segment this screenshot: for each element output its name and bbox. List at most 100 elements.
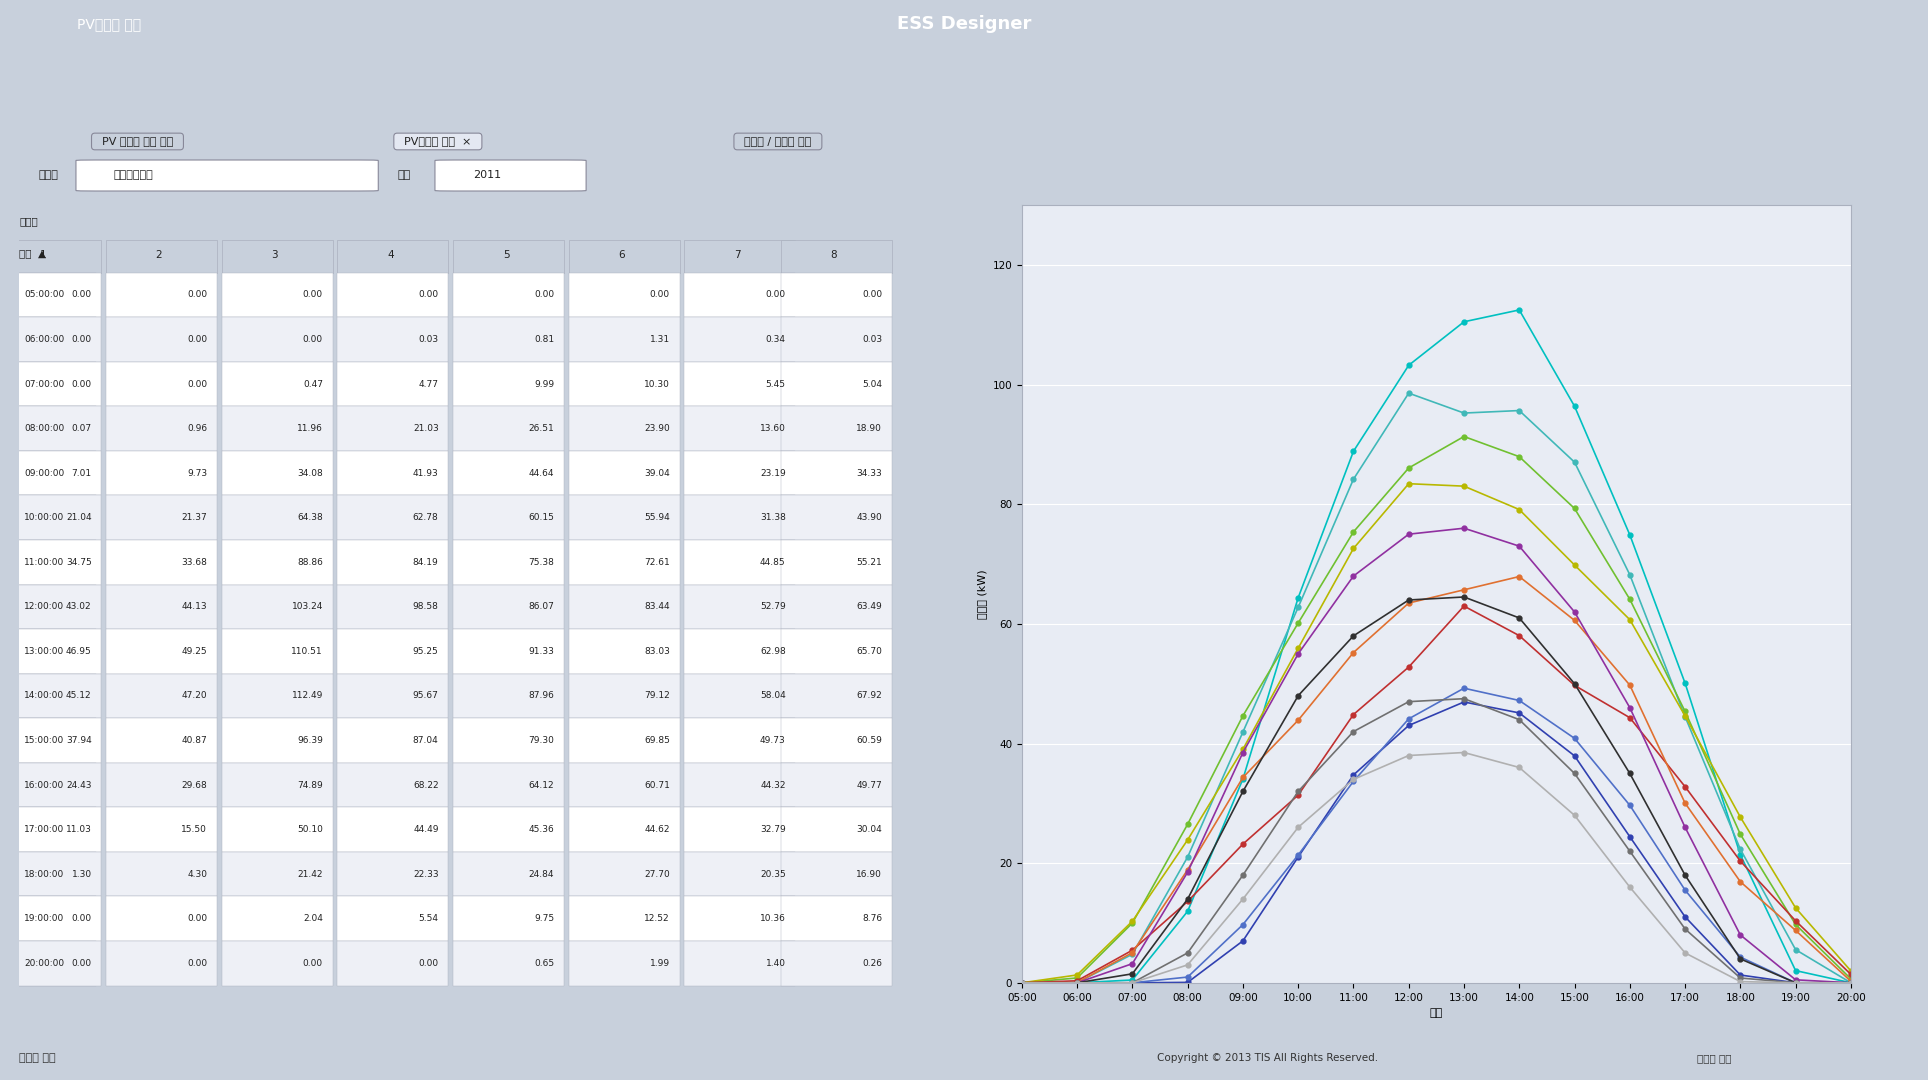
Line: 11월: 11월 (1020, 697, 1853, 985)
1월 (1010, 976, 1033, 989)
7월 (1010, 976, 1033, 989)
4월 (1729, 842, 1753, 855)
6월 (1286, 642, 1309, 654)
Bar (106, 852, 216, 896)
X-axis label: 시간: 시간 (1431, 1008, 1442, 1018)
Text: 62.98: 62.98 (760, 647, 787, 656)
8월 (1120, 946, 1143, 959)
Text: 0.00: 0.00 (187, 959, 208, 968)
Text: 87.04: 87.04 (413, 735, 440, 745)
Text: 24.84: 24.84 (528, 869, 555, 879)
12월 (1618, 880, 1641, 893)
7월 (1286, 788, 1309, 801)
Bar (0, 896, 100, 941)
8월 (1398, 596, 1421, 609)
Text: 110.51: 110.51 (291, 647, 324, 656)
Bar (337, 540, 447, 584)
12월 (1839, 976, 1862, 989)
Bar (337, 718, 447, 762)
2월 (1839, 976, 1862, 989)
Bar (781, 362, 891, 406)
11월 (1729, 972, 1753, 985)
2월 (1286, 849, 1309, 862)
10월 (1508, 611, 1531, 624)
1월 (1674, 910, 1697, 923)
Bar (453, 584, 565, 629)
9월 (1286, 647, 1309, 660)
12월 (1452, 746, 1475, 759)
6월 (1010, 976, 1033, 989)
5월 (1452, 430, 1475, 443)
Bar (569, 406, 679, 451)
Text: 0.00: 0.00 (187, 914, 208, 923)
7월 (1508, 630, 1531, 643)
Text: 26.51: 26.51 (528, 424, 555, 433)
Bar (106, 496, 216, 540)
4월 (1342, 473, 1365, 486)
2월 (1342, 774, 1365, 787)
Line: 4월: 4월 (1020, 391, 1853, 985)
Text: 1.99: 1.99 (650, 959, 671, 968)
9월 (1729, 929, 1753, 942)
Text: 0.03: 0.03 (418, 335, 440, 345)
Text: 11.03: 11.03 (66, 825, 93, 834)
Text: PV 시스템 정보 입력: PV 시스템 정보 입력 (94, 136, 179, 147)
Bar (0, 496, 100, 540)
Bar (0, 762, 100, 807)
Bar (569, 762, 679, 807)
Text: 34.75: 34.75 (66, 557, 93, 567)
Text: 79.30: 79.30 (528, 735, 555, 745)
Bar (684, 318, 796, 362)
Text: 34.33: 34.33 (856, 469, 881, 477)
Text: 9.99: 9.99 (534, 379, 555, 389)
Text: 45.12: 45.12 (66, 691, 93, 701)
Text: 1.31: 1.31 (650, 335, 671, 345)
Text: 1.40: 1.40 (765, 959, 787, 968)
Text: 0.65: 0.65 (534, 959, 555, 968)
Bar (106, 540, 216, 584)
3월 (1674, 677, 1697, 690)
Bar (781, 273, 891, 318)
Text: 12.52: 12.52 (644, 914, 671, 923)
Bar (222, 852, 334, 896)
Bar (569, 540, 679, 584)
7월 (1176, 895, 1199, 908)
Text: 2: 2 (156, 249, 162, 260)
Text: 13:00:00: 13:00:00 (23, 647, 64, 656)
8월 (1783, 923, 1807, 936)
Text: 15.50: 15.50 (181, 825, 208, 834)
Bar (684, 762, 796, 807)
Bar (781, 808, 891, 852)
Text: 0.00: 0.00 (71, 959, 93, 968)
Text: 20.35: 20.35 (760, 869, 787, 879)
9월 (1618, 701, 1641, 714)
Bar (106, 762, 216, 807)
8월 (1232, 771, 1255, 784)
Bar (337, 584, 447, 629)
Bar (19, 584, 96, 629)
1월 (1618, 831, 1641, 843)
1월 (1398, 719, 1421, 732)
Bar (781, 406, 891, 451)
5월 (1508, 450, 1531, 463)
10월 (1783, 976, 1807, 989)
Text: 14:00:00: 14:00:00 (23, 691, 64, 701)
4월 (1232, 726, 1255, 739)
Bar (337, 406, 447, 451)
Bar (19, 941, 96, 985)
10월 (1232, 785, 1255, 798)
Text: 67.92: 67.92 (856, 691, 881, 701)
12월 (1398, 750, 1421, 762)
Bar (569, 318, 679, 362)
12월 (1286, 821, 1309, 834)
Bar (106, 318, 216, 362)
12월 (1342, 773, 1365, 786)
3월 (1286, 591, 1309, 604)
3월 (1232, 772, 1255, 785)
5월 (1342, 526, 1365, 539)
6월 (1232, 743, 1255, 756)
Bar (337, 674, 447, 718)
Bar (684, 852, 796, 896)
6월 (1176, 834, 1199, 847)
7월 (1674, 780, 1697, 793)
